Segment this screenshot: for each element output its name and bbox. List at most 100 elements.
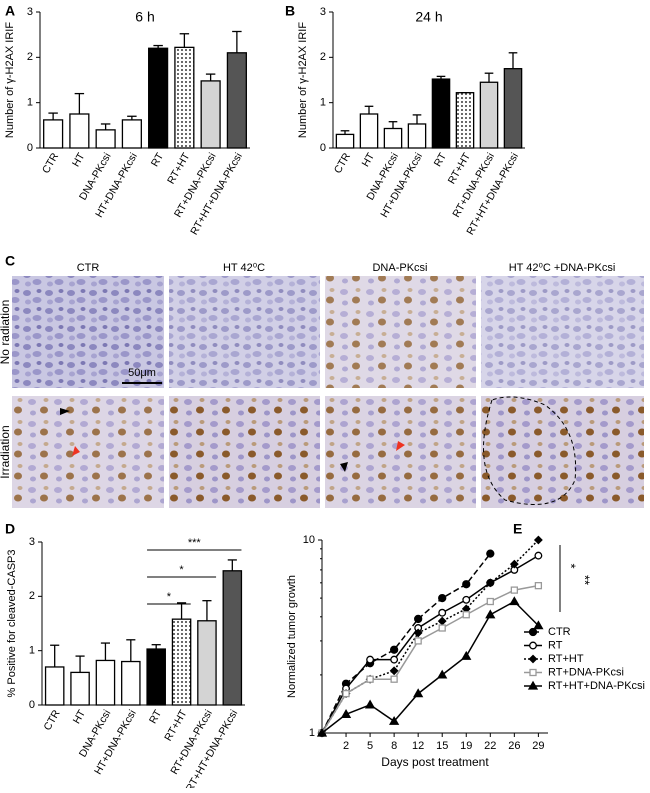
y-axis-label: Normalized tumor growth [286, 575, 298, 698]
y-tick-label: 10 [303, 534, 315, 546]
marker [342, 689, 350, 698]
marker [534, 551, 543, 560]
chart-title: 24 h [415, 9, 442, 25]
marker [414, 614, 423, 624]
x-tick-label: 2 [343, 740, 349, 752]
y-tick-label: 3 [27, 6, 33, 18]
bar [148, 47, 169, 149]
y-tick-label: 0 [29, 699, 35, 711]
x-tick-label: HT [360, 150, 378, 169]
micrograph [325, 396, 476, 508]
marker [528, 627, 538, 637]
bar [43, 119, 64, 149]
x-tick-label: 12 [412, 740, 424, 752]
bar [197, 620, 217, 706]
bar [69, 113, 90, 149]
bar [174, 46, 195, 149]
bar [503, 68, 523, 149]
marker [533, 620, 544, 630]
x-tick-label: 26 [508, 740, 520, 752]
marker [462, 580, 471, 589]
x-axis-label: Days post treatment [381, 755, 489, 769]
bar [70, 671, 90, 706]
marker [437, 616, 447, 626]
x-tick-label: RT [149, 150, 167, 168]
bar [95, 129, 116, 149]
legend-label: RT [548, 639, 563, 651]
marker [510, 586, 518, 594]
arrowhead [340, 462, 348, 472]
marker [485, 578, 495, 588]
bar [383, 127, 403, 149]
marker [316, 727, 328, 737]
y-tick-label: 0 [320, 142, 326, 154]
y-tick-label: 2 [27, 51, 33, 63]
marker [366, 655, 375, 664]
bar [44, 666, 65, 706]
marker [462, 595, 471, 604]
marker [366, 675, 374, 683]
y-tick-label: 1 [29, 645, 35, 657]
marker [437, 669, 448, 679]
significance-label: * [564, 563, 579, 568]
y-tick-label: 1 [320, 97, 326, 109]
marker [389, 645, 399, 654]
micrograph [12, 276, 164, 388]
x-tick-label: RT [432, 150, 450, 168]
x-tick-label: HT [70, 150, 88, 169]
x-tick-label: 5 [367, 740, 373, 752]
series-line [321, 554, 539, 734]
marker [389, 666, 399, 676]
x-tick-label: 15 [436, 740, 448, 752]
bar [455, 92, 475, 149]
marker [413, 688, 424, 698]
bar [95, 659, 116, 706]
y-tick-label: 2 [29, 590, 35, 602]
arrowhead [396, 441, 405, 451]
marker [486, 549, 495, 558]
x-tick-label: CTR [332, 151, 353, 176]
legend-label: CTR [548, 626, 571, 638]
chart-title: 6 h [135, 9, 154, 25]
panel-letter: D [5, 521, 15, 537]
x-tick-label: 8 [391, 740, 397, 752]
significance-label: ** [578, 575, 593, 585]
bar [335, 133, 355, 149]
series-line [321, 584, 539, 734]
panel-letter: C [5, 253, 15, 269]
significance-label: * [167, 591, 172, 603]
marker [509, 596, 520, 606]
legend-label: RT+HT [548, 653, 584, 665]
marker [438, 593, 447, 603]
series-line [321, 539, 539, 734]
column-label: CTR [77, 262, 100, 274]
micrograph [169, 396, 320, 508]
marker [462, 611, 470, 619]
bar [146, 648, 166, 706]
micrograph [169, 276, 320, 388]
series-line [321, 600, 539, 734]
micrograph [325, 276, 476, 388]
row-label: Irradiation [0, 425, 12, 478]
marker [534, 582, 543, 590]
marker [528, 654, 538, 664]
y-axis-label: Number of γ-H2AX IRIF [4, 22, 16, 138]
legend-label: RT+HT+DNA-PKcsi [548, 680, 645, 692]
series-line [321, 553, 491, 734]
bar [479, 81, 499, 149]
micrograph [481, 276, 644, 388]
marker [413, 628, 423, 638]
y-tick-label: 0 [27, 142, 33, 154]
marker [509, 559, 519, 569]
marker [438, 608, 447, 617]
significance-label: * [179, 564, 184, 576]
bar [359, 113, 379, 149]
bar [171, 618, 192, 706]
y-axis-label: % Positive for cleaved-CASP3 [6, 550, 18, 698]
marker [389, 715, 400, 725]
marker [461, 650, 472, 660]
legend-label: RT+DNA-PKcsi [548, 666, 624, 678]
significance-label: *** [188, 537, 202, 549]
bar [407, 123, 427, 149]
